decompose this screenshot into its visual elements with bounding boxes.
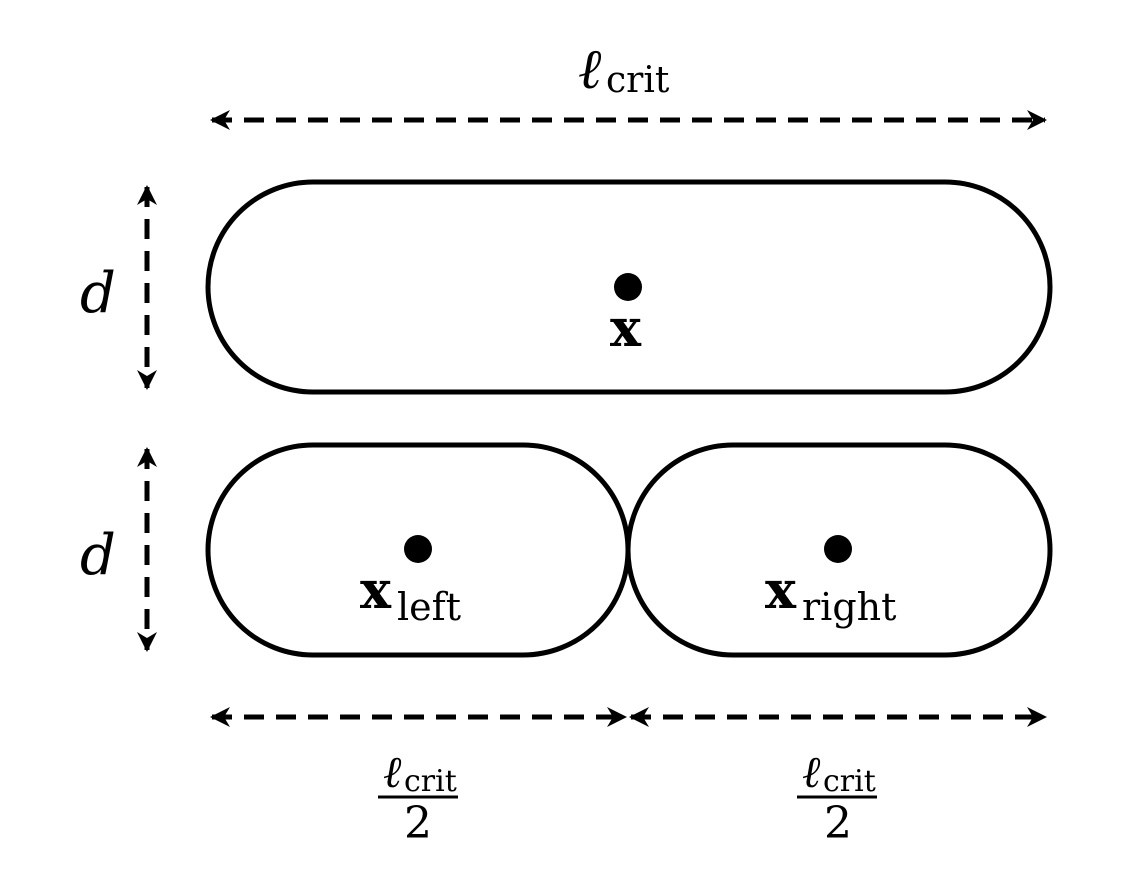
bottom-diameter-label: d xyxy=(80,523,116,588)
crit-subscript: crit xyxy=(606,60,670,101)
right-fraction-crit: crit xyxy=(823,764,876,799)
top-diameter-label: d xyxy=(80,261,116,326)
right-subscript: right xyxy=(802,585,896,629)
parent-center-label: x xyxy=(610,298,642,359)
right-half-length-label: ℓ crit 2 xyxy=(797,747,877,849)
parent-center-point xyxy=(614,273,642,301)
right-center-point xyxy=(824,535,852,563)
ell-symbol: ℓ xyxy=(578,37,602,102)
left-fraction-ell: ℓ xyxy=(383,747,402,798)
right-daughter-cell xyxy=(625,442,1053,658)
left-center-label: x left xyxy=(360,560,461,629)
right-fraction-denominator: 2 xyxy=(824,798,852,849)
right-x-symbol: x xyxy=(765,560,797,621)
right-center-label: x right xyxy=(765,560,896,629)
left-fraction-denominator: 2 xyxy=(404,798,432,849)
left-subscript: left xyxy=(397,585,461,629)
left-center-point xyxy=(404,535,432,563)
parent-cell xyxy=(205,179,1053,395)
right-fraction-ell: ℓ xyxy=(802,747,821,798)
top-length-label: ℓ crit xyxy=(578,37,670,102)
left-fraction-crit: crit xyxy=(404,764,457,799)
left-x-symbol: x xyxy=(360,560,392,621)
left-half-length-label: ℓ crit 2 xyxy=(378,747,458,849)
